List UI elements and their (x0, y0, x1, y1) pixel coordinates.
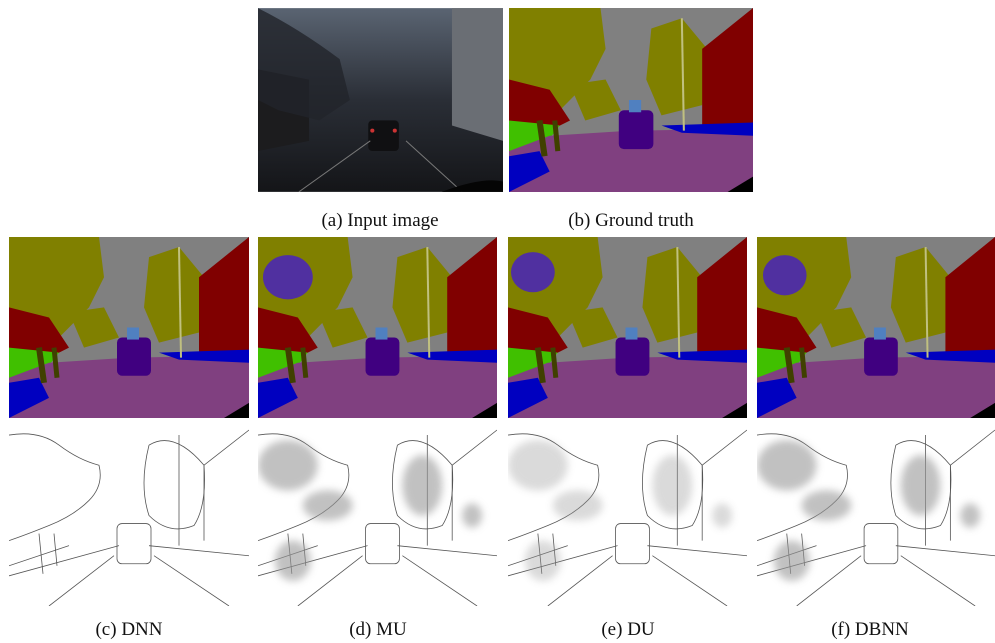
caption: (f) DBNN (745, 619, 995, 641)
caption: (b) Ground truth (506, 210, 756, 232)
input-image (258, 8, 503, 192)
caption: (c) DNN (4, 619, 254, 641)
dnn-segmentation (9, 237, 249, 418)
caption: (e) DU (503, 619, 753, 641)
caption: (a) Input image (255, 210, 505, 232)
mu-segmentation (258, 237, 497, 418)
dbnn-segmentation (757, 237, 995, 418)
mu-uncertainty (258, 425, 497, 606)
dnn-uncertainty (9, 425, 249, 606)
caption: (d) MU (253, 619, 503, 641)
dbnn-uncertainty (757, 425, 995, 606)
figure: (a) Input image (b) Ground truth (c) DNN… (0, 0, 995, 643)
du-uncertainty (508, 425, 747, 606)
ground-truth-image (509, 8, 753, 192)
du-segmentation (508, 237, 747, 418)
